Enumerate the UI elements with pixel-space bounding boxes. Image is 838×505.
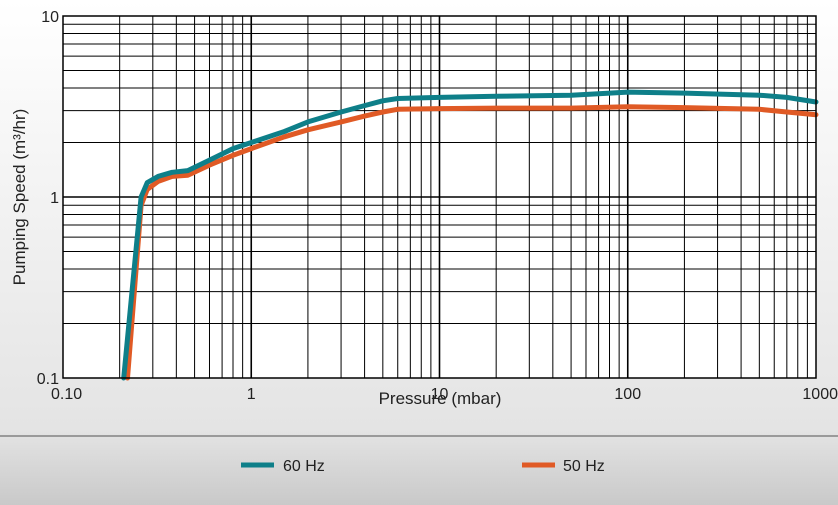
x-tick-label: 1000 xyxy=(802,386,838,403)
series-line-50hz xyxy=(125,104,819,381)
x-axis-title: Pressure (mbar) xyxy=(379,389,502,408)
legend-label-50hz: 50 Hz xyxy=(563,458,605,475)
legend-item-50hz: 50 Hz xyxy=(522,458,605,475)
x-tick-label: 0.10 xyxy=(51,386,82,403)
series-line-60hz xyxy=(121,89,819,381)
x-tick-label: 100 xyxy=(614,386,641,403)
x-tick-label: 1 xyxy=(247,386,256,403)
y-axis-title: Pumping Speed (m³/hr) xyxy=(10,109,29,286)
plot-frame xyxy=(62,15,817,379)
legend-label-60hz: 60 Hz xyxy=(283,458,325,475)
y-tick-labels: 0.1 1 10 xyxy=(37,9,59,388)
y-tick-label: 1 xyxy=(50,190,59,207)
y-tick-label: 10 xyxy=(41,9,59,26)
x-tick-labels: 0.10 1 10 100 1000 xyxy=(51,386,838,403)
series-layer xyxy=(121,89,819,381)
y-tick-label: 0.1 xyxy=(37,371,59,388)
legend: 60 Hz 50 Hz xyxy=(241,458,605,475)
x-tick-label: 10 xyxy=(431,386,449,403)
grid xyxy=(63,16,816,378)
legend-item-60hz: 60 Hz xyxy=(241,458,325,475)
